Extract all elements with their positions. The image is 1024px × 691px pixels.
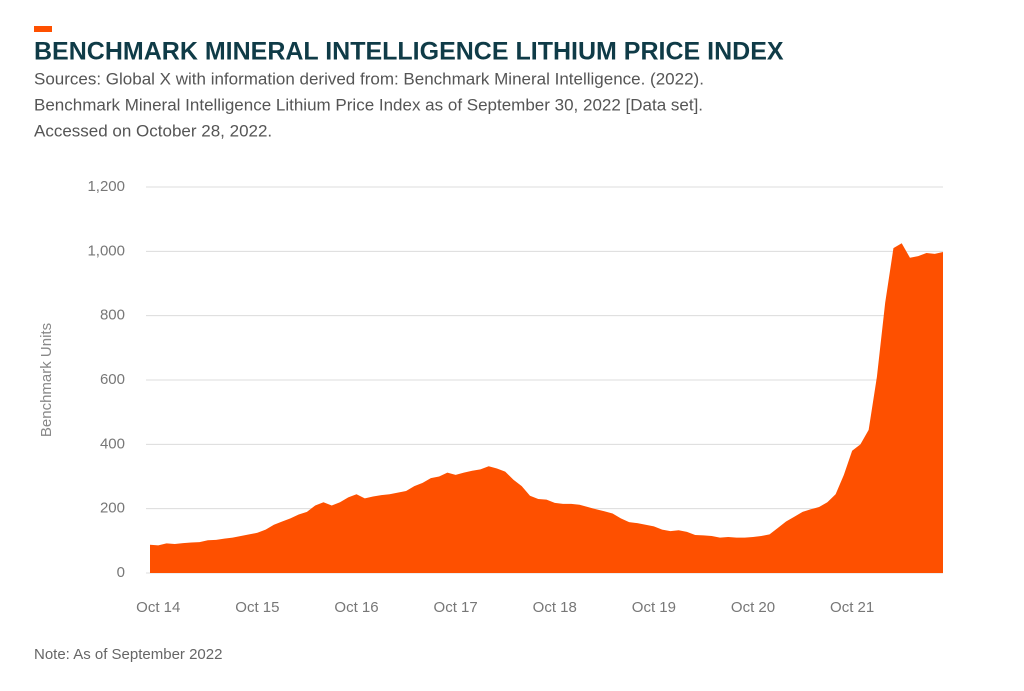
subtitle: Accessed on October 28, 2022. <box>34 121 272 140</box>
y-tick-label: 600 <box>100 371 125 388</box>
chart-title: BENCHMARK MINERAL INTELLIGENCE LITHIUM P… <box>34 38 784 66</box>
x-tick-label: Oct 14 <box>136 599 180 616</box>
x-tick-label: Oct 21 <box>830 599 874 616</box>
y-tick-label: 200 <box>100 500 125 517</box>
note: Note: As of September 2022 <box>34 646 222 663</box>
y-tick-label: 400 <box>100 435 125 452</box>
x-tick-label: Oct 17 <box>434 599 478 616</box>
x-tick-label: Oct 16 <box>334 599 378 616</box>
y-tick-label: 0 <box>117 564 125 581</box>
y-tick-label: 800 <box>100 307 125 324</box>
subtitle: Benchmark Mineral Intelligence Lithium P… <box>34 95 703 114</box>
area <box>150 243 943 573</box>
x-tick-label: Oct 18 <box>533 599 577 616</box>
x-tick-label: Oct 19 <box>632 599 676 616</box>
subtitle: Sources: Global X with information deriv… <box>34 69 704 88</box>
y-tick-label: 1,000 <box>87 242 125 259</box>
accent-bar <box>34 26 52 32</box>
x-tick-label: Oct 20 <box>731 599 775 616</box>
y-tick-label: 1,200 <box>87 178 125 195</box>
x-tick-label: Oct 15 <box>235 599 279 616</box>
y-axis-label: Benchmark Units <box>38 323 55 437</box>
